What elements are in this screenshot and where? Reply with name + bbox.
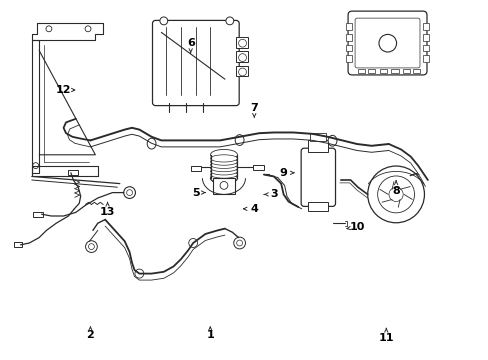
Bar bbox=[307, 202, 327, 211]
Ellipse shape bbox=[210, 173, 237, 184]
Bar bbox=[422, 23, 428, 30]
Bar bbox=[390, 69, 398, 73]
Circle shape bbox=[238, 39, 246, 47]
Text: 1: 1 bbox=[206, 330, 214, 340]
Ellipse shape bbox=[135, 269, 143, 278]
Bar bbox=[422, 55, 428, 62]
Bar bbox=[357, 69, 365, 73]
Text: 9: 9 bbox=[279, 168, 287, 178]
Text: 12: 12 bbox=[56, 85, 71, 95]
Ellipse shape bbox=[235, 135, 244, 145]
Bar bbox=[346, 34, 351, 41]
Circle shape bbox=[46, 26, 52, 32]
FancyBboxPatch shape bbox=[301, 148, 335, 206]
Bar bbox=[422, 34, 428, 41]
Bar bbox=[253, 165, 264, 170]
Text: 2: 2 bbox=[86, 330, 94, 340]
Circle shape bbox=[233, 237, 245, 249]
Text: 8: 8 bbox=[391, 186, 399, 196]
Bar bbox=[236, 37, 248, 48]
Text: 3: 3 bbox=[269, 189, 277, 199]
Bar bbox=[213, 178, 234, 194]
Ellipse shape bbox=[210, 158, 237, 165]
Text: 13: 13 bbox=[100, 207, 115, 217]
Circle shape bbox=[236, 240, 242, 246]
Circle shape bbox=[378, 35, 396, 52]
Bar bbox=[309, 133, 325, 141]
Ellipse shape bbox=[210, 155, 237, 162]
Text: 4: 4 bbox=[250, 204, 258, 214]
Bar bbox=[402, 69, 409, 73]
Bar bbox=[412, 69, 419, 73]
Ellipse shape bbox=[210, 171, 237, 178]
Circle shape bbox=[225, 17, 233, 25]
Bar bbox=[307, 140, 327, 152]
Bar bbox=[68, 170, 78, 175]
Circle shape bbox=[238, 54, 246, 62]
Bar bbox=[379, 69, 386, 73]
Ellipse shape bbox=[147, 138, 156, 149]
Bar bbox=[190, 166, 201, 171]
Ellipse shape bbox=[210, 161, 237, 168]
Text: 7: 7 bbox=[250, 103, 258, 113]
Text: 5: 5 bbox=[191, 188, 199, 198]
Ellipse shape bbox=[210, 149, 237, 160]
Bar bbox=[422, 45, 428, 51]
Circle shape bbox=[388, 187, 403, 202]
Circle shape bbox=[367, 166, 424, 223]
Circle shape bbox=[123, 187, 135, 198]
Ellipse shape bbox=[210, 165, 237, 172]
Ellipse shape bbox=[327, 135, 336, 146]
Bar bbox=[236, 66, 248, 76]
Bar bbox=[33, 212, 43, 217]
Text: 10: 10 bbox=[348, 222, 364, 232]
Bar bbox=[346, 55, 351, 62]
Bar bbox=[236, 51, 248, 62]
Circle shape bbox=[85, 26, 91, 32]
Bar bbox=[346, 23, 351, 30]
Text: 11: 11 bbox=[378, 333, 393, 343]
Ellipse shape bbox=[188, 239, 197, 248]
Circle shape bbox=[88, 244, 94, 249]
Bar bbox=[367, 69, 374, 73]
Bar bbox=[346, 45, 351, 51]
Text: 6: 6 bbox=[186, 38, 194, 48]
Ellipse shape bbox=[210, 168, 237, 175]
Circle shape bbox=[85, 241, 97, 252]
Bar bbox=[14, 242, 22, 247]
Circle shape bbox=[126, 190, 132, 195]
Circle shape bbox=[377, 176, 414, 213]
Circle shape bbox=[220, 181, 227, 189]
FancyBboxPatch shape bbox=[354, 18, 419, 68]
FancyBboxPatch shape bbox=[152, 21, 239, 105]
Circle shape bbox=[33, 163, 39, 168]
Circle shape bbox=[238, 68, 246, 76]
Circle shape bbox=[160, 17, 167, 25]
FancyBboxPatch shape bbox=[347, 11, 426, 75]
